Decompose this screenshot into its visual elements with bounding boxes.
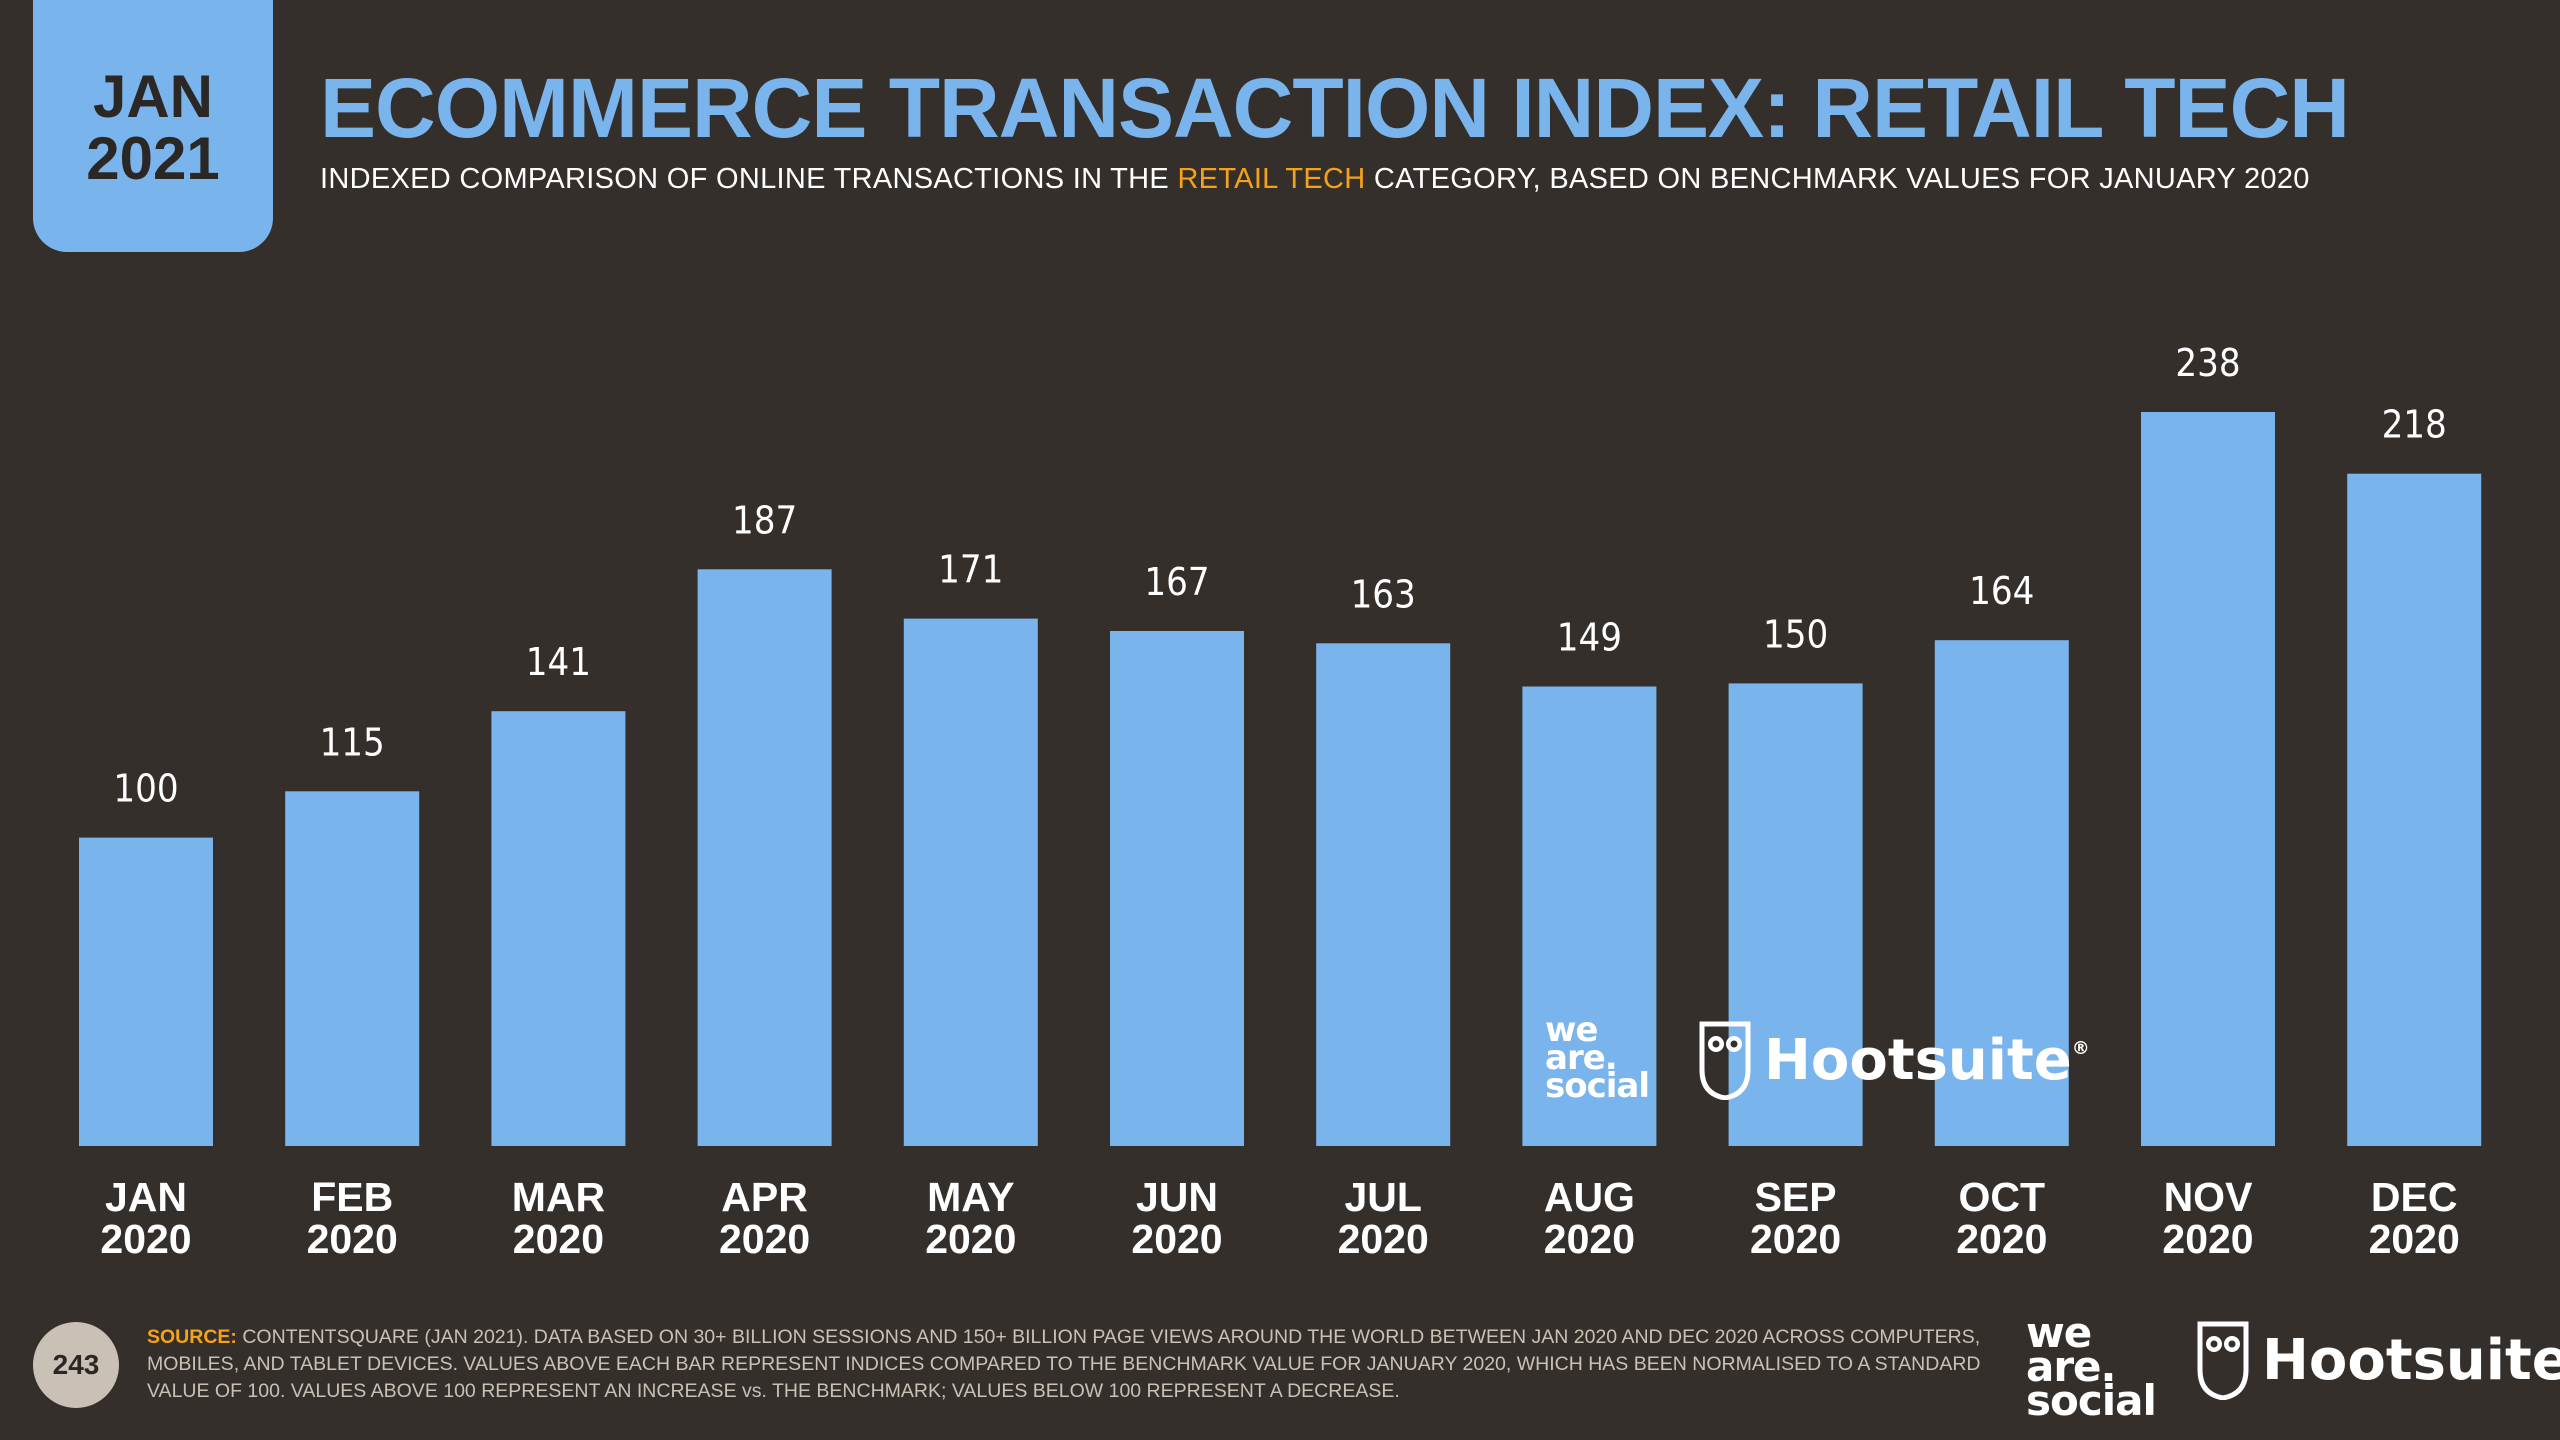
hootsuite-wordmark: Hootsuite xyxy=(1764,1027,2072,1093)
category-label-apr: APR 2020 xyxy=(719,1174,810,1262)
category-label-nov: NOV 2020 xyxy=(2162,1174,2253,1262)
we-are-social-line: social xyxy=(1545,1066,1650,1106)
category-label-mar: MAR 2020 xyxy=(512,1174,605,1262)
subtitle-highlight: RETAIL TECH xyxy=(1177,163,1366,195)
we-are-social-line: we xyxy=(1545,1010,1598,1050)
bar-feb xyxy=(285,791,420,1146)
we-are-social-logo: we are. social xyxy=(2026,1308,2157,1425)
hootsuite-wordmark: Hootsuite xyxy=(2262,1327,2560,1393)
source-label: SOURCE: xyxy=(147,1326,237,1348)
badge-year: 2021 xyxy=(86,125,220,192)
value-label-sep: 150 xyxy=(1763,612,1828,656)
value-label-jan: 100 xyxy=(113,767,178,811)
page-number: 243 xyxy=(33,1322,119,1408)
category-label-jul: JUL 2020 xyxy=(1338,1174,1429,1262)
value-label-nov: 238 xyxy=(2175,341,2240,385)
owl-icon xyxy=(1699,1021,1751,1100)
hootsuite-watermark-logo: Hootsuite ® xyxy=(1696,1018,2090,1102)
hootsuite-logo: Hootsuite® xyxy=(2194,1318,2560,1402)
value-label-oct: 164 xyxy=(1969,569,2034,613)
chart-value-labels: 100 115 141 187 171 167 163 149 150 164 238 218 xyxy=(113,341,2446,811)
value-label-jul: 163 xyxy=(1351,572,1416,616)
value-label-dec: 218 xyxy=(2382,403,2447,447)
chart-bars xyxy=(79,412,2482,1146)
value-label-may: 171 xyxy=(938,548,1003,592)
category-label-feb: FEB 2020 xyxy=(307,1174,398,1262)
bar-sep xyxy=(1728,683,1863,1146)
bar-dec xyxy=(2347,473,2482,1146)
we-are-social-watermark-logo: we are. social xyxy=(1545,1010,1650,1106)
bar-apr xyxy=(697,569,832,1146)
bar-aug xyxy=(1522,686,1657,1146)
bar-chart: 100 115 141 187 171 167 163 149 150 164 238 218 JAN… xyxy=(79,341,2482,1262)
category-label-dec: DEC 2020 xyxy=(2369,1174,2460,1262)
bar-nov xyxy=(2141,412,2275,1146)
we-are-social-line: are. xyxy=(1545,1038,1618,1078)
bar-oct xyxy=(1934,640,2069,1146)
category-label-aug: AUG 2020 xyxy=(1544,1174,1635,1262)
value-label-aug: 149 xyxy=(1557,616,1622,660)
category-label-sep: SEP 2020 xyxy=(1750,1174,1841,1262)
page-subtitle: INDEXED COMPARISON OF ONLINE TRANSACTION… xyxy=(320,163,2310,196)
bar-mar xyxy=(491,711,626,1146)
bar-jan xyxy=(79,837,213,1146)
subtitle-text-before: INDEXED COMPARISON OF ONLINE TRANSACTION… xyxy=(320,163,1178,195)
source-note: SOURCE: CONTENTSQUARE (JAN 2021). DATA B… xyxy=(147,1324,2007,1405)
we-are-social-line: are. xyxy=(2026,1342,2116,1391)
date-badge: JAN 2021 xyxy=(33,0,273,252)
source-text: CONTENTSQUARE (JAN 2021). DATA BASED ON … xyxy=(147,1326,1981,1402)
value-label-jun: 167 xyxy=(1144,560,1209,604)
category-label-jun: JUN 2020 xyxy=(1131,1174,1222,1262)
owl-icon xyxy=(2197,1321,2249,1400)
subtitle-text-after: CATEGORY, BASED ON BENCHMARK VALUES FOR … xyxy=(1365,163,2310,195)
value-label-feb: 115 xyxy=(320,720,385,764)
badge-month: JAN xyxy=(92,63,214,130)
category-label-may: MAY 2020 xyxy=(925,1174,1016,1262)
registered-mark: ® xyxy=(2071,1038,2090,1059)
bar-jul xyxy=(1316,643,1451,1146)
chart-category-labels: JAN 2020 FEB 2020 MAR 2020 APR 2020 MAY 2020 JUN 20… xyxy=(100,1174,2459,1262)
category-label-jan: JAN 2020 xyxy=(100,1174,191,1262)
category-label-oct: OCT 2020 xyxy=(1956,1174,2047,1262)
value-label-apr: 187 xyxy=(732,498,797,542)
bar-may xyxy=(903,618,1038,1146)
bar-jun xyxy=(1110,631,1244,1146)
we-are-social-line: social xyxy=(2026,1376,2157,1425)
page-title: ECOMMERCE TRANSACTION INDEX: RETAIL TECH xyxy=(320,61,2350,155)
value-label-mar: 141 xyxy=(526,640,591,684)
we-are-social-line: we xyxy=(2026,1308,2092,1357)
